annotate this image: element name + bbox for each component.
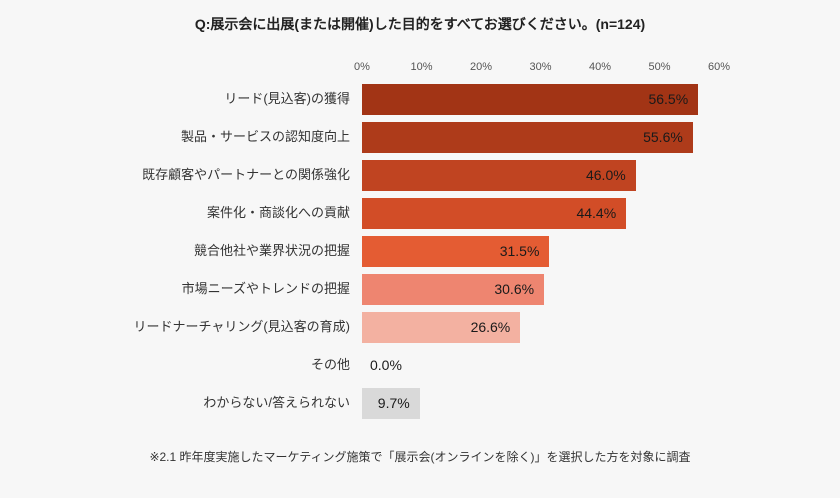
bar-row: 製品・サービスの認知度向上 55.6% (62, 118, 722, 156)
value-label: 31.5% (499, 243, 540, 259)
bar-track: 44.4% (362, 197, 719, 229)
bar-track: 46.0% (362, 159, 719, 191)
bar-row: わからない/答えられない 9.7% (62, 384, 722, 422)
axis-tick: 40% (588, 61, 612, 73)
bar (362, 197, 627, 229)
bar-row: その他 0.0% (62, 346, 722, 384)
category-label: 競合他社や業界状況の把握 (193, 243, 350, 259)
axis-track: 0% 10% 20% 30% 40% 50% 60% (354, 50, 730, 80)
bar-row: 案件化・商談化への貢献 44.4% (62, 194, 722, 232)
bar (362, 83, 699, 115)
bar-row: リード(見込客)の獲得 56.5% (62, 80, 722, 118)
axis-tick: 10% (410, 61, 433, 73)
axis-tick: 60% (707, 61, 731, 73)
category-label: 案件化・商談化への貢献 (206, 205, 350, 221)
axis-tick: 50% (648, 61, 671, 73)
bar (362, 235, 550, 267)
bar-track: 0.0% (362, 350, 719, 381)
category-label: 市場ニーズやトレンドの把握 (181, 281, 350, 297)
bar-track: 26.6% (362, 311, 719, 343)
category-label: リード(見込客)の獲得 (224, 91, 350, 107)
value-label: 55.6% (643, 129, 683, 145)
bar (362, 273, 545, 305)
bar-track: 9.7% (362, 387, 719, 419)
category-label: その他 (310, 357, 350, 373)
value-label: 30.6% (494, 281, 535, 297)
bar (362, 159, 636, 191)
bar-track: 55.6% (362, 121, 719, 153)
value-label: 56.5% (648, 91, 689, 107)
bar-track: 56.5% (362, 83, 719, 115)
bar (362, 387, 420, 419)
axis-tick: 30% (529, 61, 552, 73)
bar (362, 121, 693, 153)
value-label: 0.0% (370, 357, 402, 373)
axis: 0% 10% 20% 30% 40% 50% 60% (62, 50, 730, 80)
value-label: 9.7% (377, 395, 410, 411)
bar-track: 30.6% (362, 273, 719, 305)
axis-tick: 0% (354, 61, 370, 73)
value-label: 46.0% (585, 167, 626, 183)
bar-row: 市場ニーズやトレンドの把握 30.6% (62, 270, 722, 308)
bar (362, 311, 521, 343)
footnote: ※2.1 昨年度実施したマーケティング施策で「展示会(オンラインを除く)」を選択… (149, 450, 691, 464)
page-title: Q:展示会に出展(または開催)した目的をすべてお選びください。(n=124) (194, 16, 646, 32)
value-label: 26.6% (470, 319, 511, 335)
category-label: リードナーチャリング(見込客の育成) (133, 319, 350, 335)
value-label: 44.4% (576, 205, 617, 221)
bar-row: 競合他社や業界状況の把握 31.5% (62, 232, 722, 270)
axis-tick: 20% (469, 61, 493, 73)
category-label: 製品・サービスの認知度向上 (180, 129, 350, 145)
bar-chart: 0% 10% 20% 30% 40% 50% 60% リード(見込客)の獲得 5… (62, 50, 730, 422)
category-label: わからない/答えられない (203, 395, 350, 411)
category-label: 既存顧客やパートナーとの関係強化 (142, 167, 350, 183)
bar-track: 31.5% (362, 235, 719, 267)
bar-row: 既存顧客やパートナーとの関係強化 46.0% (62, 156, 722, 194)
bar-row: リードナーチャリング(見込客の育成) 26.6% (62, 308, 722, 346)
